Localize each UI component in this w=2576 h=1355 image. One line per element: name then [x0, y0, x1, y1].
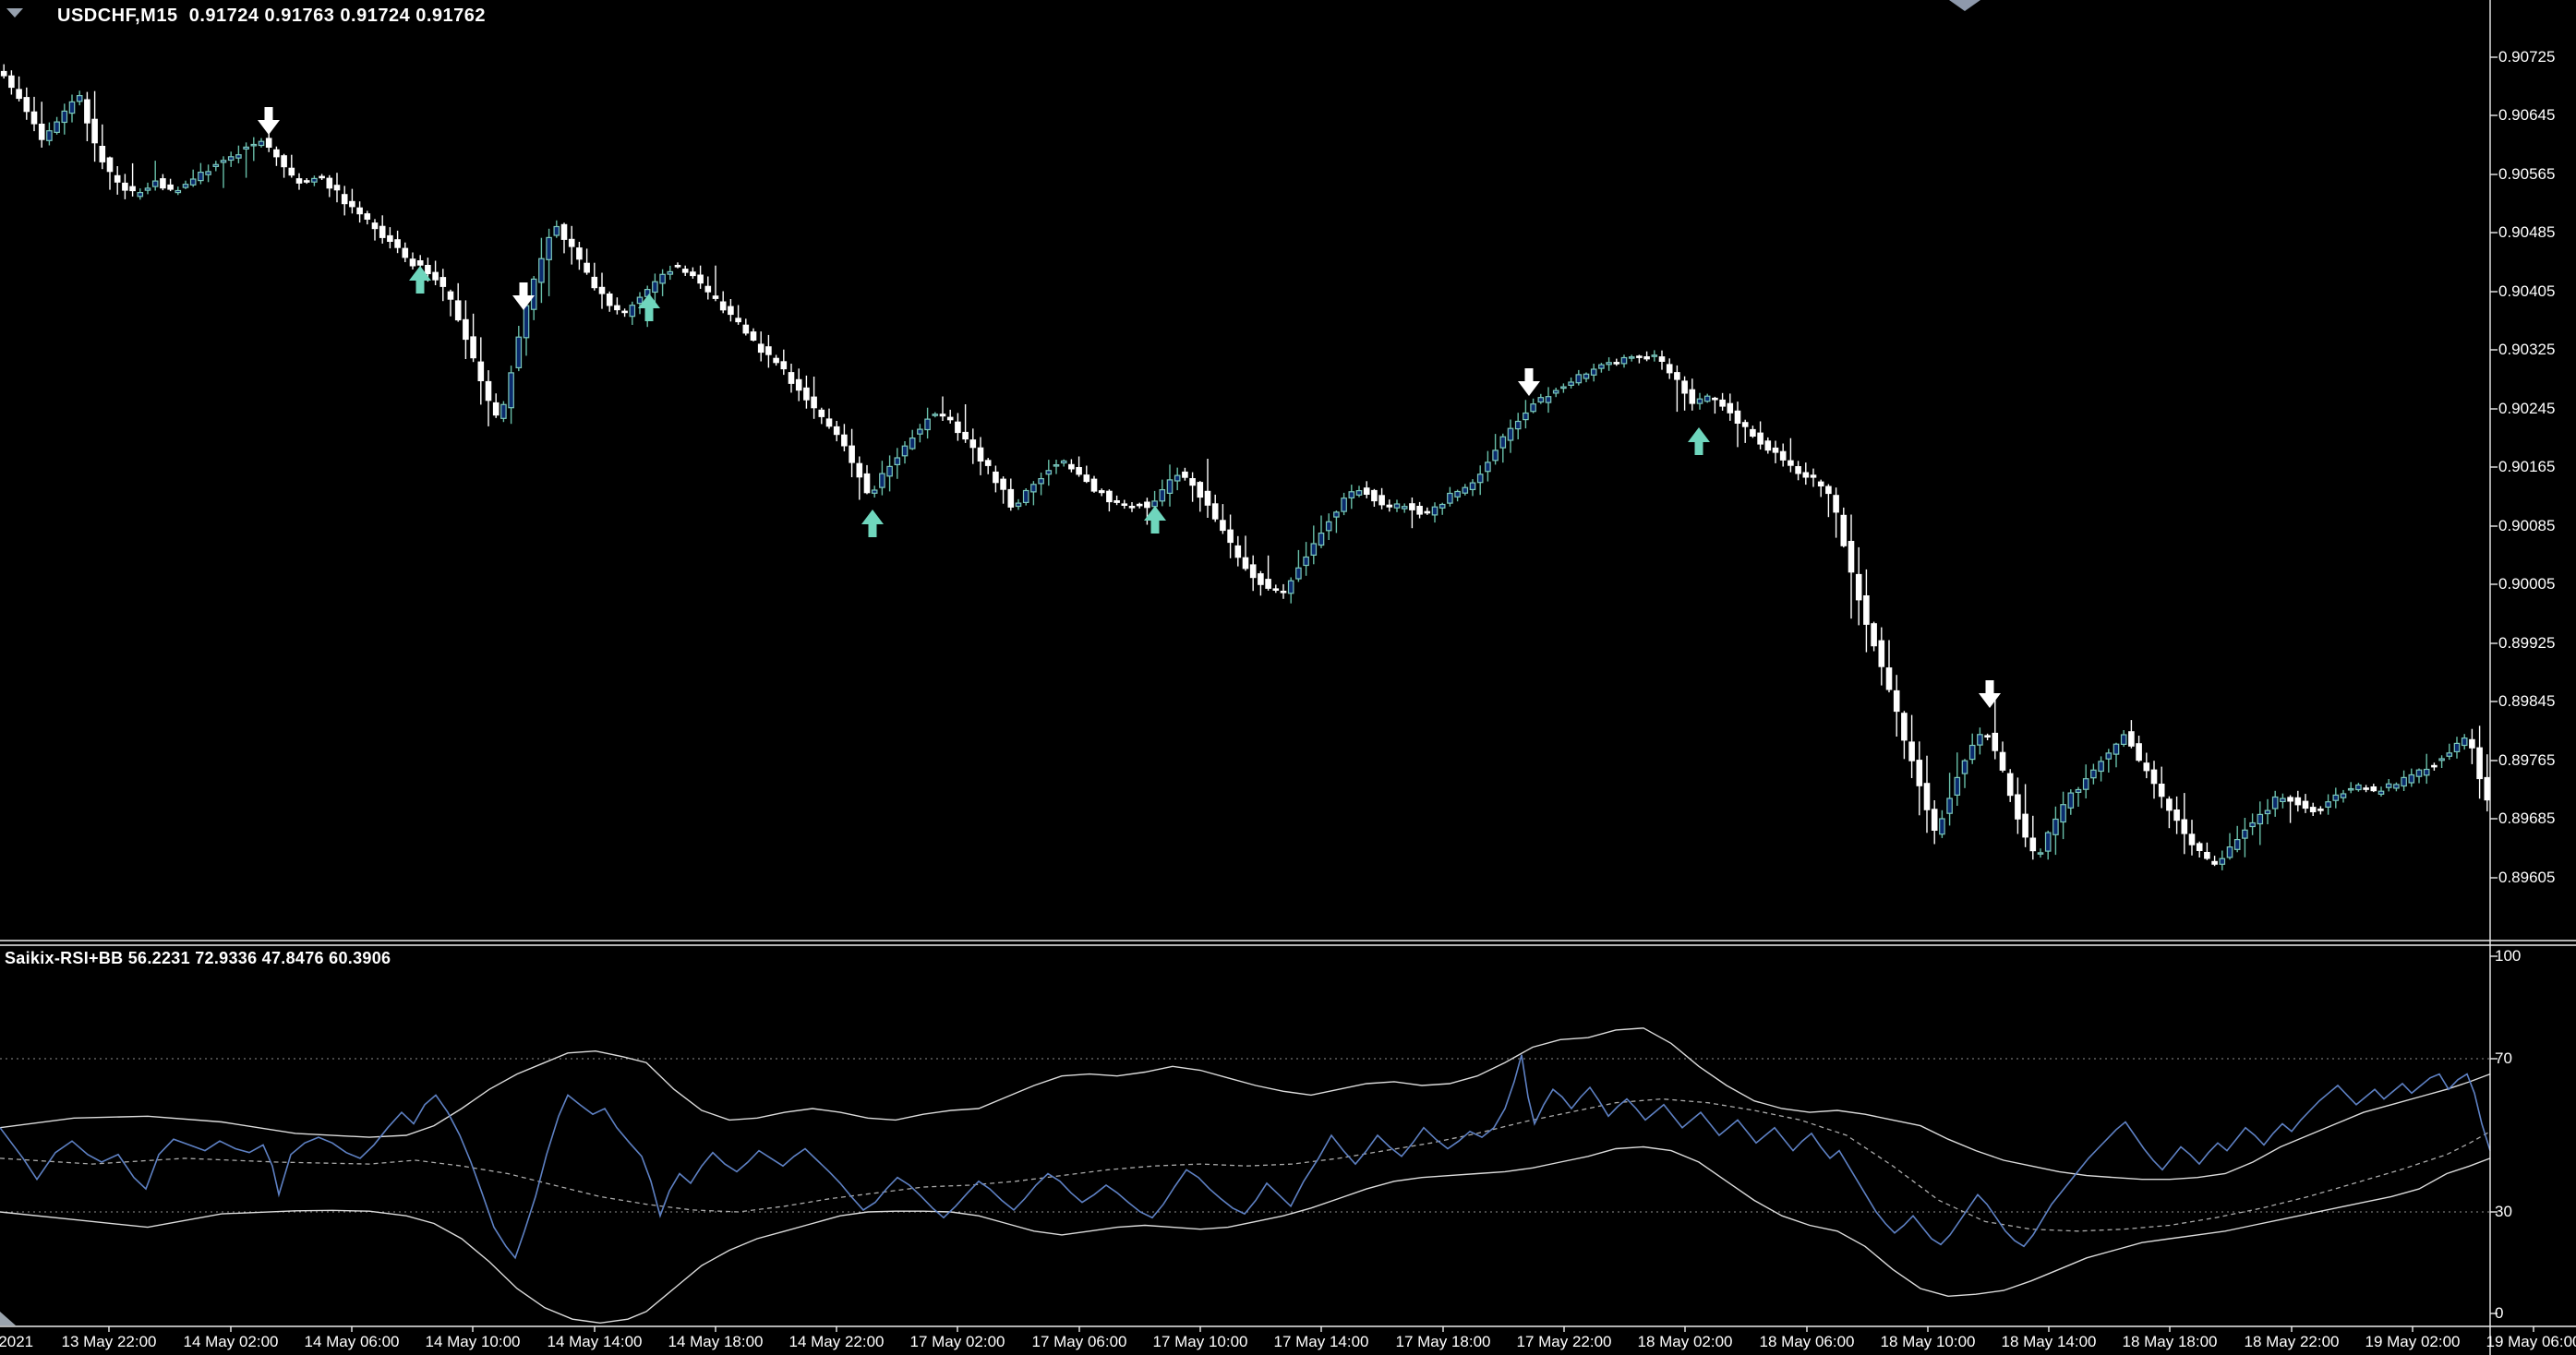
time-label: 17 May 10:00: [1152, 1333, 1248, 1350]
price-label: 0.89845: [2498, 692, 2556, 710]
symbol-ohlc-title: USDCHF,M15 0.91724 0.91763 0.91724 0.917…: [57, 6, 487, 26]
time-label: 18 May 18:00: [2122, 1333, 2218, 1350]
indicator-level-label: 30: [2495, 1203, 2512, 1220]
time-label: 14 May 10:00: [425, 1333, 521, 1350]
price-label: 0.89605: [2498, 869, 2556, 886]
time-label: 18 May 06:00: [1759, 1333, 1855, 1350]
time-label: 14 May 14:00: [547, 1333, 643, 1350]
corner-triangle-icon: [0, 1312, 16, 1325]
price-label: 0.89925: [2498, 634, 2556, 652]
price-label: 0.89685: [2498, 809, 2556, 827]
price-label: 0.90485: [2498, 223, 2556, 241]
up-arrow-icon[interactable]: [638, 294, 660, 321]
down-arrow-icon[interactable]: [512, 282, 535, 310]
price-label: 0.90005: [2498, 575, 2556, 593]
time-label: 14 May 22:00: [788, 1333, 885, 1350]
time-label: 19 May 06:00: [2486, 1333, 2576, 1350]
signal-arrows[interactable]: [258, 107, 2001, 708]
rsi-bb-indicator: [0, 1027, 2491, 1325]
time-label: 17 May 06:00: [1031, 1333, 1127, 1350]
down-arrow-icon[interactable]: [1518, 368, 1540, 396]
price-label: 0.90565: [2498, 165, 2556, 183]
time-label: 18 May 14:00: [2001, 1333, 2097, 1350]
indicator-label: Saikix-RSI+BB 56.2231 72.9336 47.8476 60…: [5, 949, 391, 967]
time-label: 18 May 22:00: [2244, 1333, 2340, 1350]
time-label: 14 May 18:00: [668, 1333, 764, 1350]
price-label: 0.90645: [2498, 106, 2556, 124]
up-arrow-icon[interactable]: [1144, 506, 1166, 534]
time-label: 17 May 18:00: [1395, 1333, 1491, 1350]
time-label: 18 May 10:00: [1880, 1333, 1976, 1350]
time-label: 13 May 2021: [0, 1333, 34, 1350]
indicator-level-label: 100: [2495, 947, 2522, 965]
price-label: 0.90165: [2498, 458, 2556, 475]
price-label: 0.90325: [2498, 341, 2556, 358]
down-arrow-icon[interactable]: [1979, 680, 2001, 708]
time-label: 18 May 02:00: [1637, 1333, 1733, 1350]
up-arrow-icon[interactable]: [861, 510, 884, 537]
time-label: 14 May 06:00: [304, 1333, 400, 1350]
candlesticks: [0, 64, 2491, 870]
time-label: 14 May 02:00: [183, 1333, 279, 1350]
chart-shift-marker-icon[interactable]: [1949, 0, 1980, 11]
up-arrow-icon[interactable]: [1688, 427, 1710, 455]
time-label: 17 May 14:00: [1273, 1333, 1369, 1350]
rsi-line: [0, 1054, 2491, 1260]
bb-upper-band-line: [0, 1027, 2491, 1181]
price-label: 0.90405: [2498, 282, 2556, 300]
time-label: 17 May 22:00: [1516, 1333, 1612, 1350]
price-label: 0.90245: [2498, 400, 2556, 417]
indicator-level-label: 70: [2495, 1049, 2512, 1067]
down-arrow-icon[interactable]: [258, 107, 280, 135]
symbol-dropdown-icon[interactable]: [6, 8, 23, 18]
price-label: 0.90725: [2498, 48, 2556, 66]
time-label: 13 May 22:00: [61, 1333, 157, 1350]
up-arrow-icon[interactable]: [409, 266, 431, 294]
time-label: 17 May 02:00: [909, 1333, 1005, 1350]
bb-lower-band-line: [0, 1145, 2491, 1325]
time-label: 19 May 02:00: [2365, 1333, 2461, 1350]
price-label: 0.90085: [2498, 517, 2556, 534]
indicator-level-label: 0: [2495, 1304, 2504, 1322]
price-label: 0.89765: [2498, 751, 2556, 769]
